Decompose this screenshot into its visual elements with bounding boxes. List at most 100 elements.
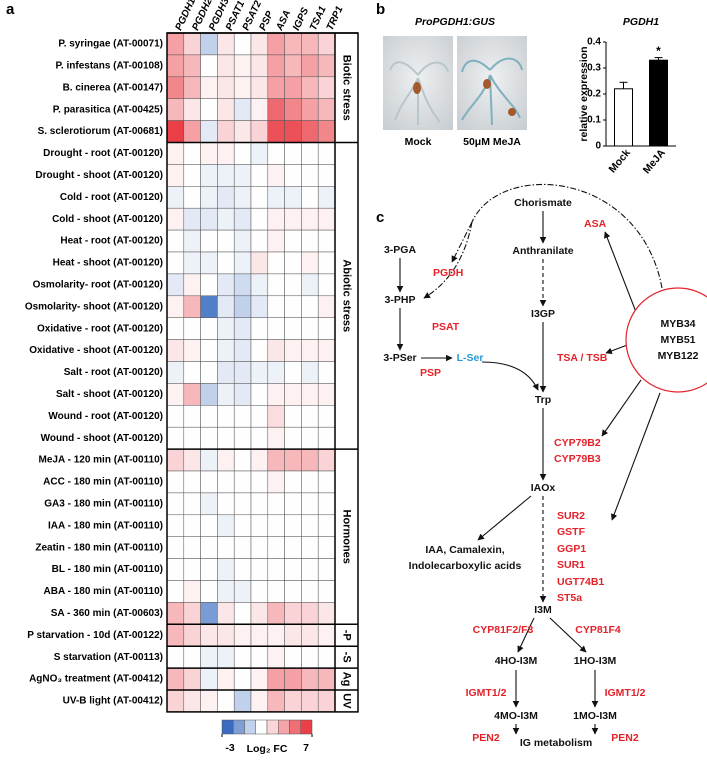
heatmap-cell bbox=[284, 273, 302, 297]
row-label: Heat - shoot (AT-00120) bbox=[53, 258, 163, 269]
heatmap-cell bbox=[217, 186, 235, 209]
chart-title: PGDH1 bbox=[623, 16, 659, 28]
heatmap-cell bbox=[284, 142, 302, 165]
heatmap-cell bbox=[301, 186, 319, 209]
row-label: Zeatin - 180 min (AT-00110) bbox=[35, 542, 163, 553]
heatmap-cell bbox=[317, 361, 336, 384]
heatmap-cell bbox=[284, 32, 302, 56]
row-label: S. sclerotiorum (AT-00681) bbox=[38, 126, 163, 137]
heatmap-cell bbox=[200, 448, 218, 472]
heatmap-cell bbox=[301, 448, 319, 472]
heatmap-cell bbox=[284, 76, 302, 99]
colorbar-block bbox=[278, 719, 290, 735]
heatmap-cell bbox=[250, 383, 269, 406]
heatmap-cell bbox=[166, 645, 185, 669]
row-label: S starvation (AT-00113) bbox=[54, 652, 163, 663]
heatmap-cell bbox=[250, 645, 269, 669]
y-tick-label: 0.3 bbox=[587, 63, 601, 74]
heatmap-cell bbox=[183, 361, 201, 384]
metabolite: 4HO-I3M bbox=[495, 655, 538, 667]
regulator: MYB34 bbox=[660, 318, 695, 330]
heatmap-cell bbox=[217, 580, 235, 603]
heatmap-cell bbox=[301, 76, 319, 99]
heatmap-cell bbox=[284, 536, 302, 559]
heatmap-cell bbox=[317, 645, 336, 669]
metabolite: Anthranilate bbox=[512, 245, 573, 257]
heatmap-cell bbox=[250, 76, 269, 99]
colorbar-tick-label: 7 bbox=[303, 742, 309, 754]
enzyme: CYP81F4 bbox=[575, 624, 621, 636]
heatmap-cell bbox=[317, 186, 336, 209]
heatmap-cell bbox=[200, 558, 218, 581]
photo-caption: 50μM MeJA bbox=[463, 136, 521, 148]
heatmap-cell bbox=[183, 98, 201, 121]
heatmap-cell bbox=[250, 492, 269, 516]
metabolite: IG metabolism bbox=[520, 737, 592, 749]
heatmap-cell bbox=[233, 667, 252, 691]
metabolite: 3-PSer bbox=[383, 352, 416, 364]
heatmap-cell bbox=[250, 317, 269, 340]
heatmap-cell bbox=[200, 405, 218, 428]
metabolite: 3-PGA bbox=[384, 244, 417, 256]
colorbar-block bbox=[266, 719, 279, 735]
heatmap-cell bbox=[267, 667, 285, 691]
heatmap-cell bbox=[200, 76, 218, 99]
y-tick-label: 0.2 bbox=[587, 89, 601, 100]
heatmap-cell bbox=[284, 602, 302, 625]
row-label: P starvation - 10d (AT-00122) bbox=[27, 630, 163, 641]
heatmap-cell bbox=[233, 448, 252, 472]
heatmap-cell bbox=[317, 426, 336, 450]
heatmap-cell bbox=[267, 448, 285, 472]
heatmap-cell bbox=[233, 186, 252, 209]
heatmap-cell bbox=[284, 426, 302, 450]
heatmap-cell bbox=[233, 558, 252, 581]
heatmap-cell bbox=[166, 361, 185, 384]
heatmap-cell bbox=[267, 558, 285, 581]
heatmap-cell bbox=[267, 186, 285, 209]
heatmap-cell bbox=[267, 339, 285, 362]
heatmap-cell bbox=[200, 383, 218, 406]
heatmap-cell bbox=[301, 580, 319, 603]
heatmap-cell bbox=[217, 54, 235, 78]
heatmap-cell bbox=[317, 602, 336, 625]
enzyme: CYP79B3 bbox=[554, 453, 601, 465]
heatmap-cell bbox=[166, 164, 185, 187]
heatmap: PGDH1PGDH2PGDH3PSAT1PSAT2PSPASAIGPSTSA1T… bbox=[25, 0, 359, 755]
heatmap-cell bbox=[317, 273, 336, 297]
heatmap-cell bbox=[200, 645, 218, 669]
heatmap-cell bbox=[267, 164, 285, 187]
heatmap-cell bbox=[267, 120, 285, 143]
heatmap-cell bbox=[267, 602, 285, 625]
heatmap-cell bbox=[233, 426, 252, 450]
heatmap-cell bbox=[284, 405, 302, 428]
heatmap-cell bbox=[250, 273, 269, 297]
heatmap-cell bbox=[233, 383, 252, 406]
heatmap-cell bbox=[284, 186, 302, 209]
group-label: Ag bbox=[341, 672, 353, 687]
heatmap-cell bbox=[183, 186, 201, 209]
regulation-arc bbox=[451, 221, 473, 263]
heatmap-cell bbox=[233, 207, 252, 231]
colorbar-block bbox=[221, 719, 234, 735]
heatmap-cell bbox=[301, 120, 319, 143]
heatmap-cell bbox=[200, 295, 218, 318]
heatmap-cell bbox=[200, 142, 218, 165]
enzyme: ASA bbox=[584, 218, 607, 230]
row-label: Wound - root (AT-00120) bbox=[48, 411, 163, 422]
colorbar-block bbox=[233, 719, 245, 735]
heatmap-cell bbox=[217, 76, 235, 99]
heatmap-cell bbox=[250, 448, 269, 472]
heatmap-cell bbox=[166, 689, 185, 713]
heatmap-cell bbox=[166, 229, 185, 253]
heatmap-cell bbox=[267, 317, 285, 340]
column-label: ASA bbox=[274, 9, 293, 34]
heatmap-cell bbox=[217, 470, 235, 494]
heatmap-cell bbox=[166, 558, 185, 581]
heatmap-cell bbox=[183, 536, 201, 559]
row-label: Salt - shoot (AT-00120) bbox=[56, 389, 163, 400]
heatmap-cell bbox=[200, 98, 218, 121]
heatmap-cell bbox=[250, 361, 269, 384]
heatmap-cell bbox=[317, 514, 336, 537]
heatmap-cell bbox=[250, 405, 269, 428]
heatmap-cell bbox=[183, 448, 201, 472]
